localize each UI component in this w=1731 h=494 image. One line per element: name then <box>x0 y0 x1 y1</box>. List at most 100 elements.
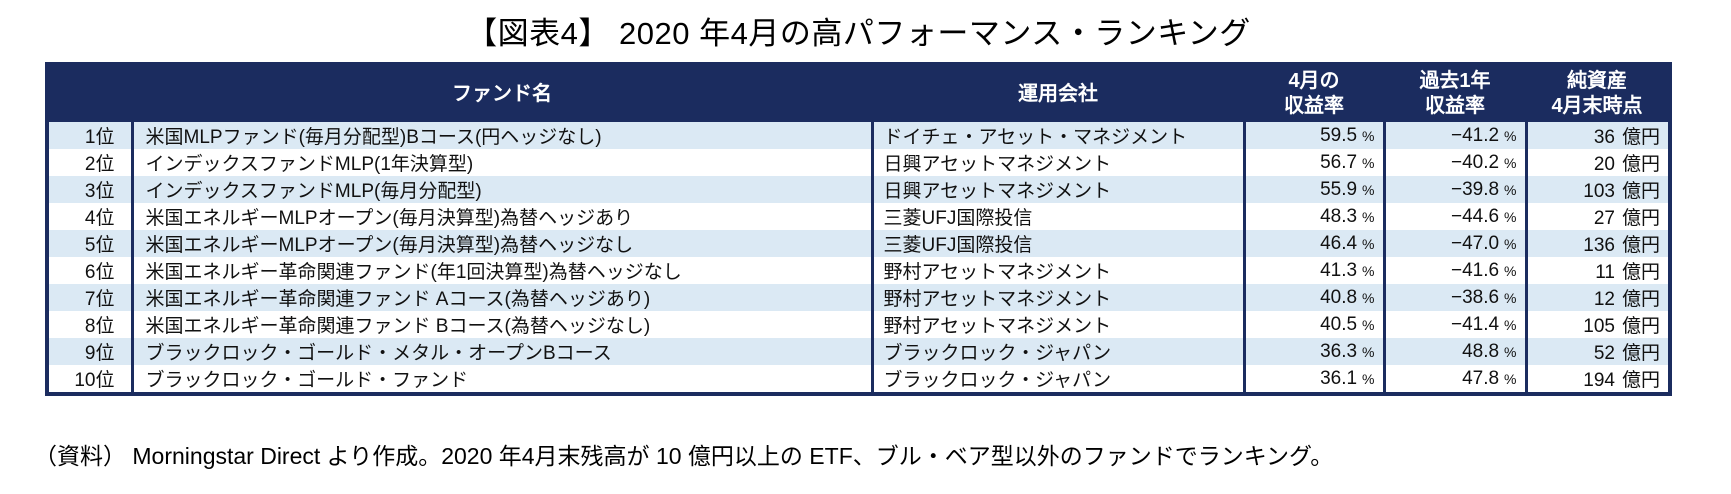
april-return-value: 41.3 <box>1320 259 1358 281</box>
oku-yen-unit: 億円 <box>1621 262 1660 283</box>
percent-unit: % <box>1504 127 1517 144</box>
april-return-value: 40.8 <box>1320 286 1358 308</box>
april-return-value: 36.3 <box>1320 340 1358 362</box>
fund-name-cell: インデックスファンドMLP(毎月分配型) <box>130 176 872 203</box>
fund-name-cell: 米国エネルギーMLPオープン(毎月決算型)為替ヘッジあり <box>130 203 872 230</box>
one-year-return-value: −44.6 <box>1450 205 1500 227</box>
one-year-return-cell: 47.8% <box>1382 365 1526 394</box>
company-cell: 日興アセットマネジメント <box>870 176 1244 203</box>
net-assets-cell: 27 億円 <box>1524 203 1670 230</box>
net-assets-cell: 103 億円 <box>1524 176 1670 203</box>
one-year-return-value: −47.0 <box>1450 232 1500 254</box>
percent-unit: % <box>1362 154 1375 171</box>
rank-cell: 2位 <box>84 154 115 175</box>
header-fund-name: ファンド名 <box>132 64 872 122</box>
one-year-return-value: −41.2 <box>1450 124 1500 146</box>
april-return-cell: 46.4% <box>1242 230 1384 257</box>
header-company: 運用会社 <box>872 64 1244 122</box>
rank-cell: 4位 <box>84 208 115 229</box>
header-april-return-line1: 4月の <box>1288 70 1340 92</box>
fund-name-cell: 米国エネルギーMLPオープン(毎月決算型)為替ヘッジなし <box>130 230 872 257</box>
net-assets-value: 103 <box>1583 181 1615 202</box>
percent-unit: % <box>1504 343 1517 360</box>
header-net-assets-line1: 純資産 <box>1567 70 1627 92</box>
oku-yen-unit: 億円 <box>1621 370 1660 391</box>
table-row: 5位 米国エネルギーMLPオープン(毎月決算型)為替ヘッジなし 三菱UFJ国際投… <box>47 230 1670 257</box>
one-year-return-value: −41.4 <box>1450 313 1500 335</box>
table-row: 6位 米国エネルギー革命関連ファンド(年1回決算型)為替ヘッジなし 野村アセット… <box>47 257 1670 284</box>
fund-name-cell: 米国エネルギー革命関連ファンド Aコース(為替ヘッジあり) <box>130 284 872 311</box>
fund-name-cell: ブラックロック・ゴールド・メタル・オープンBコース <box>130 338 872 365</box>
percent-unit: % <box>1504 154 1517 171</box>
percent-unit: % <box>1362 208 1375 225</box>
april-return-value: 40.5 <box>1320 313 1358 335</box>
company-cell: ブラックロック・ジャパン <box>870 338 1244 365</box>
percent-unit: % <box>1504 289 1517 306</box>
rank-cell: 3位 <box>84 181 115 202</box>
one-year-return-value: 47.8 <box>1462 367 1500 389</box>
table-row: 1位 米国MLPファンド(毎月分配型)Bコース(円ヘッジなし) ドイチェ・アセッ… <box>47 122 1670 149</box>
one-year-return-value: −38.6 <box>1450 286 1500 308</box>
header-one-year-return: 過去1年 収益率 <box>1384 64 1526 122</box>
april-return-cell: 40.5% <box>1242 311 1384 338</box>
fund-name-cell: 米国エネルギー革命関連ファンド Bコース(為替ヘッジなし) <box>130 311 872 338</box>
one-year-return-value: −39.8 <box>1450 178 1500 200</box>
percent-unit: % <box>1362 235 1375 252</box>
oku-yen-unit: 億円 <box>1621 316 1660 337</box>
header-april-return-line2: 収益率 <box>1284 95 1344 117</box>
fund-name-cell: ブラックロック・ゴールド・ファンド <box>130 365 872 394</box>
table-row: 8位 米国エネルギー革命関連ファンド Bコース(為替ヘッジなし) 野村アセットマ… <box>47 311 1670 338</box>
source-footnote: （資料） Morningstar Direct より作成。2020 年4月末残高… <box>34 443 1334 469</box>
header-one-year-return-line1: 過去1年 <box>1419 70 1491 92</box>
table-header-row: ファンド名 運用会社 4月の 収益率 過去1年 収益率 純資産 4月末時点 <box>47 64 1670 122</box>
percent-unit: % <box>1504 208 1517 225</box>
net-assets-value: 20 <box>1593 154 1615 175</box>
one-year-return-cell: −44.6% <box>1382 203 1526 230</box>
percent-unit: % <box>1362 370 1375 387</box>
april-return-cell: 41.3% <box>1242 257 1384 284</box>
rank-cell: 1位 <box>84 127 115 148</box>
company-cell: 日興アセットマネジメント <box>870 149 1244 176</box>
oku-yen-unit: 億円 <box>1621 208 1660 229</box>
net-assets-value: 52 <box>1593 343 1615 364</box>
table-row: 9位 ブラックロック・ゴールド・メタル・オープンBコース ブラックロック・ジャパ… <box>47 338 1670 365</box>
one-year-return-value: 48.8 <box>1462 340 1500 362</box>
april-return-cell: 56.7% <box>1242 149 1384 176</box>
oku-yen-unit: 億円 <box>1621 235 1660 256</box>
net-assets-value: 27 <box>1593 208 1615 229</box>
net-assets-value: 12 <box>1593 289 1615 310</box>
oku-yen-unit: 億円 <box>1621 154 1660 175</box>
percent-unit: % <box>1362 289 1375 306</box>
april-return-value: 48.3 <box>1320 205 1358 227</box>
net-assets-value: 36 <box>1593 127 1615 148</box>
net-assets-value: 136 <box>1583 235 1615 256</box>
percent-unit: % <box>1362 181 1375 198</box>
april-return-cell: 59.5% <box>1242 122 1384 149</box>
company-cell: ブラックロック・ジャパン <box>870 365 1244 394</box>
one-year-return-cell: −41.6% <box>1382 257 1526 284</box>
net-assets-value: 194 <box>1583 370 1615 391</box>
percent-unit: % <box>1504 181 1517 198</box>
table-row: 3位 インデックスファンドMLP(毎月分配型) 日興アセットマネジメント 55.… <box>47 176 1670 203</box>
percent-unit: % <box>1504 370 1517 387</box>
april-return-value: 55.9 <box>1320 178 1358 200</box>
one-year-return-cell: −41.2% <box>1382 122 1526 149</box>
rank-cell: 5位 <box>84 235 115 256</box>
oku-yen-unit: 億円 <box>1621 343 1660 364</box>
company-cell: 野村アセットマネジメント <box>870 284 1244 311</box>
net-assets-cell: 12 億円 <box>1524 284 1670 311</box>
net-assets-cell: 136 億円 <box>1524 230 1670 257</box>
one-year-return-value: −40.2 <box>1450 151 1500 173</box>
oku-yen-unit: 億円 <box>1621 289 1660 310</box>
one-year-return-cell: −41.4% <box>1382 311 1526 338</box>
company-cell: 野村アセットマネジメント <box>870 257 1244 284</box>
one-year-return-cell: −47.0% <box>1382 230 1526 257</box>
header-april-return: 4月の 収益率 <box>1244 64 1384 122</box>
one-year-return-value: −41.6 <box>1450 259 1500 281</box>
oku-yen-unit: 億円 <box>1621 181 1660 202</box>
percent-unit: % <box>1362 316 1375 333</box>
rank-cell: 10位 <box>74 370 115 391</box>
net-assets-cell: 105 億円 <box>1524 311 1670 338</box>
april-return-value: 59.5 <box>1320 124 1358 146</box>
